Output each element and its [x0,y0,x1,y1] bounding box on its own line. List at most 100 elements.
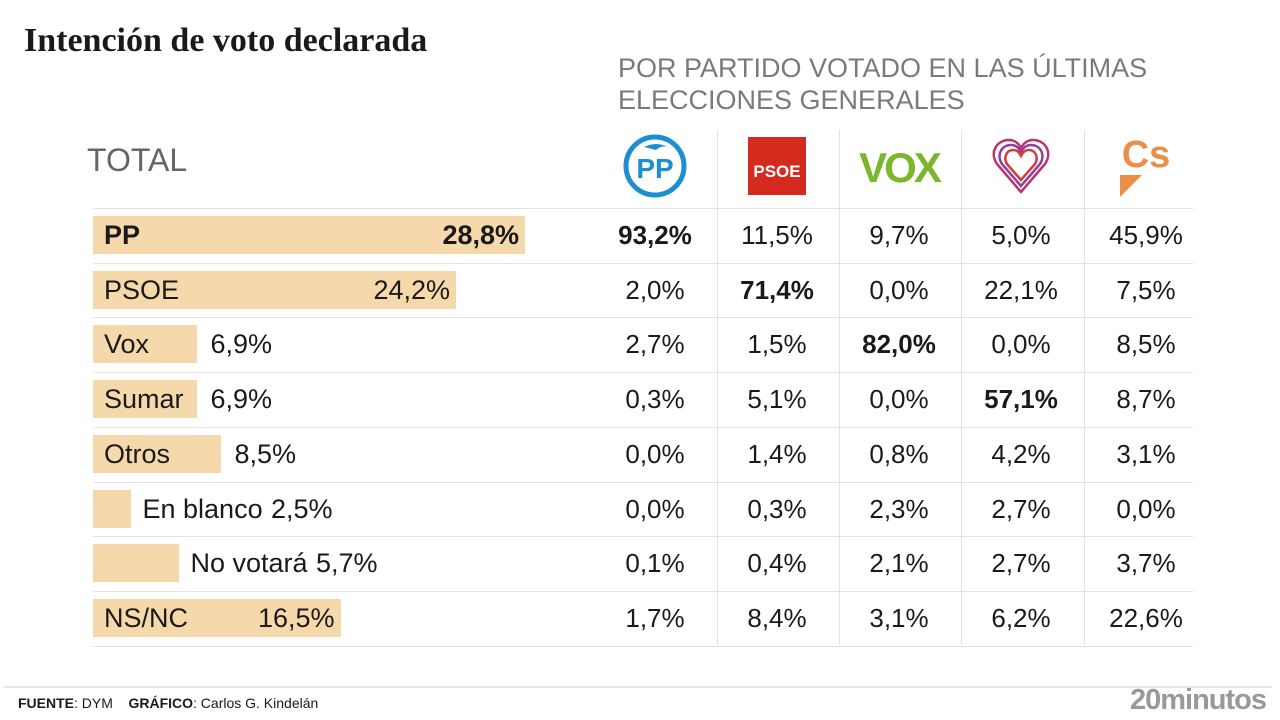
cell-sumar: 57,1% [984,384,1058,415]
source-label: FUENTE [18,695,74,711]
total-value: 2,5% [271,493,333,524]
table-row: Vox 6,9% 2,7% 1,5% 82,0% 0,0% 8,5% [0,317,1280,371]
row-label: En blanco [142,493,263,524]
cell-cs: 8,7% [1116,384,1176,415]
row-divider [93,590,1193,592]
cell-pp: 0,0% [625,493,685,524]
cell-psoe: 71,4% [740,274,814,305]
svg-text:Cs: Cs [1122,134,1171,176]
cell-psoe: 8,4% [747,602,807,633]
svg-text:PSOE: PSOE [753,162,800,181]
cell-cs: 7,5% [1116,274,1176,305]
row-divider [93,208,1193,209]
row-label: Vox [104,329,150,360]
cell-sumar: 4,2% [991,438,1051,469]
cell-psoe: 5,1% [747,384,807,415]
cell-cs: 3,7% [1116,548,1176,579]
total-bar [93,598,341,637]
cell-sumar: 2,7% [991,548,1051,579]
cell-psoe: 0,4% [747,548,807,579]
cs-logo-icon: Cs [1085,130,1207,202]
table-row: PP 28,8% 93,2% 11,5% 9,7% 5,0% 45,9% [0,208,1280,262]
column-divider [1084,130,1085,645]
total-bar [93,489,131,528]
total-bar [93,380,197,419]
sumar-heart-logo-icon [960,130,1082,202]
total-bar [93,544,179,583]
cell-sumar: 2,7% [991,493,1051,524]
cell-psoe: 1,4% [747,438,807,469]
footer-credits: FUENTE: DYM GRÁFICO: Carlos G. Kindelán [18,695,318,711]
total-value: 6,9% [210,384,273,415]
cell-pp: 2,0% [625,274,685,305]
column-divider [961,130,962,645]
cell-pp: 93,2% [618,220,692,250]
graphic-label: GRÁFICO [128,695,194,711]
cell-sumar: 6,2% [991,602,1051,633]
cell-vox: 2,3% [869,493,929,524]
cell-vox: 82,0% [862,329,936,360]
row-divider [93,262,1193,264]
cell-cs: 22,6% [1109,602,1183,633]
pp-logo-icon: PP [594,130,716,202]
row-divider [93,536,1193,538]
brand-logo: 20minutos [1129,684,1267,716]
cell-cs: 45,9% [1109,220,1183,250]
row-label: NS/NC [104,602,189,633]
cell-pp: 0,0% [625,438,685,469]
table-row: PSOE 24,2% 2,0% 71,4% 0,0% 22,1% 7,5% [0,263,1280,317]
cell-pp: 1,7% [625,602,685,633]
cell-vox: 0,0% [869,274,929,305]
row-divider [93,645,1193,647]
row-divider [93,372,1193,374]
cell-cs: 3,1% [1116,438,1176,469]
cell-cs: 8,5% [1116,329,1176,360]
source: : DYM [74,695,113,711]
row-divider [93,426,1193,428]
footer-divider [4,686,1272,688]
cell-pp: 2,7% [625,329,685,360]
row-divider [93,481,1193,483]
cell-psoe: 0,3% [747,493,807,524]
cell-cs: 0,0% [1116,493,1176,524]
cell-psoe: 1,5% [747,329,807,360]
column-divider [839,130,840,645]
total-value: 16,5% [257,602,335,633]
chart-title: Intención de voto declarada [24,22,428,59]
total-bar [93,325,197,364]
cell-vox: 0,0% [869,384,929,415]
cell-vox: 0,8% [869,438,929,469]
total-bar [93,434,221,473]
total-value: 28,8% [442,220,519,250]
cell-vox: 2,1% [869,548,929,579]
cell-vox: 9,7% [869,220,929,250]
row-divider [93,317,1193,319]
chart-subtitle: POR PARTIDO VOTADO EN LAS ÚLTIMAS ELECCI… [618,53,1148,115]
cell-sumar: 0,0% [991,329,1051,360]
total-value: 5,7% [316,548,378,579]
cell-pp: 0,3% [625,384,685,415]
row-label: No votará [190,548,308,579]
row-label: PP [104,220,141,250]
row-label: Otros [104,438,171,469]
total-value: 24,2% [373,274,450,305]
column-divider [717,130,718,645]
total-bar [93,216,525,254]
row-label: Sumar [104,384,184,415]
graphic-author: : Carlos G. Kindelán [193,695,319,711]
cell-psoe: 11,5% [741,220,813,250]
table-row: No votará 5,7% 0,1% 0,4% 2,1% 2,7% 3,7% [0,536,1280,590]
psoe-logo-icon: PSOE [716,130,838,202]
total-value: 6,9% [210,329,273,360]
total-value: 8,5% [234,438,297,469]
cell-sumar: 5,0% [991,220,1051,250]
cell-sumar: 22,1% [984,274,1058,305]
vox-logo-icon: VOX [838,130,960,202]
table-row: Otros 8,5% 0,0% 1,4% 0,8% 4,2% 3,1% [0,427,1280,481]
cell-pp: 0,1% [625,548,685,579]
cell-vox: 3,1% [869,602,929,633]
total-bar [93,270,456,309]
table-row: En blanco 2,5% 0,0% 0,3% 2,3% 2,7% 0,0% [0,482,1280,536]
row-label: PSOE [104,274,180,305]
svg-text:VOX: VOX [859,144,942,188]
